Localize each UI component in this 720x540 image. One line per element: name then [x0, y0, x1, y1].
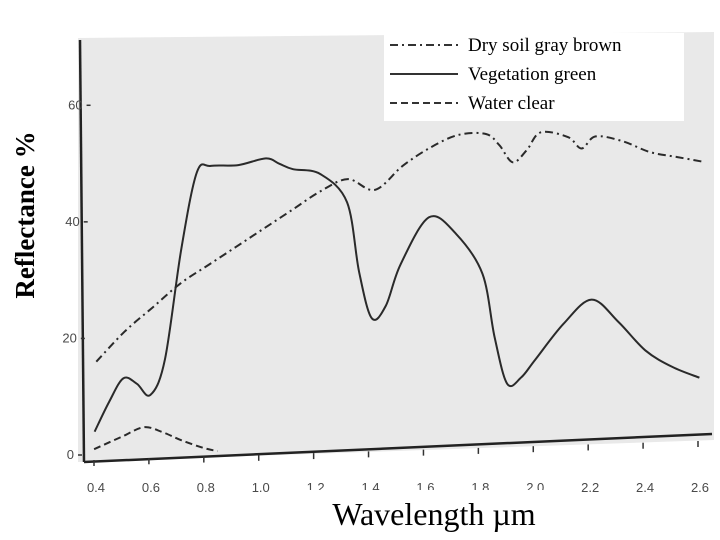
y-tick-label: 20	[62, 330, 76, 345]
y-tick: 0	[67, 447, 82, 462]
x-tick-label: 1.0	[252, 480, 270, 495]
series-line-0	[95, 130, 705, 363]
x-tick-label: 0.8	[197, 480, 215, 495]
x-tick-label: 0.6	[142, 480, 160, 495]
x-tick-label: 2.2	[581, 480, 599, 495]
y-tick: 20	[62, 330, 85, 345]
plot-area	[78, 32, 714, 462]
x-tick: 2.6	[691, 441, 709, 495]
legend-item: Vegetation green	[390, 64, 597, 85]
x-axis-line	[83, 432, 713, 464]
x-tick-label: 2.4	[636, 480, 654, 495]
legend-box	[384, 33, 684, 121]
y-tick-label: 40	[65, 214, 79, 229]
y-tick: 60	[68, 97, 91, 112]
x-tick: 2.4	[636, 442, 654, 495]
legend-label: Dry soil gray brown	[468, 35, 622, 56]
legend-item: Water clear	[390, 93, 555, 114]
legend-label: Vegetation green	[468, 64, 597, 85]
x-tick: 0.8	[197, 456, 215, 495]
legend-item: Dry soil gray brown	[390, 35, 622, 56]
legend-label: Water clear	[468, 93, 555, 114]
y-axis-label: Reflectance %	[2, 50, 48, 380]
axes	[78, 39, 713, 464]
y-tick-label: 0	[67, 447, 74, 462]
y-axis-line	[78, 39, 86, 463]
x-tick-label: 2.6	[691, 480, 709, 495]
legend: Dry soil gray brown Vegetation green Water…	[384, 33, 684, 121]
x-tick: 0.6	[142, 458, 160, 495]
x-axis-label: Wavelength µm	[303, 490, 565, 538]
x-tick: 0.4	[87, 460, 105, 495]
x-tick: 2.2	[581, 444, 599, 495]
series-line-1	[93, 157, 700, 433]
y-tick: 40	[65, 214, 88, 229]
y-tick-label: 60	[68, 97, 82, 112]
x-tick-label: 0.4	[87, 480, 105, 495]
x-tick: 1.0	[252, 454, 270, 495]
